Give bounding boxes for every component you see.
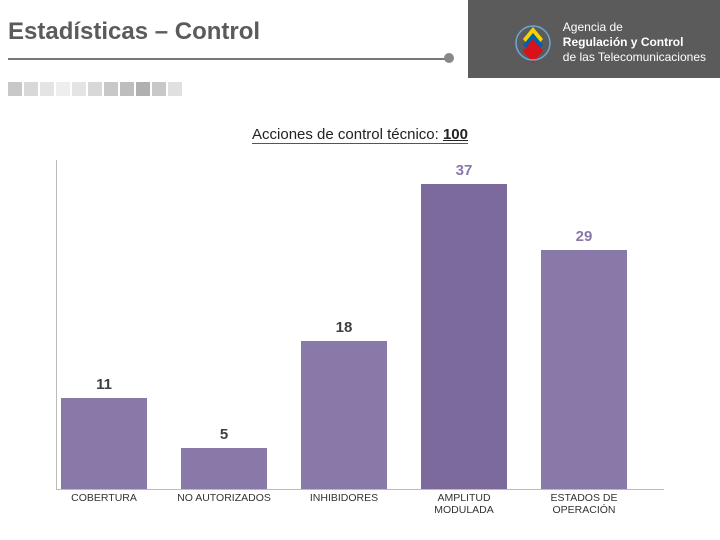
bar-value-label: 37 [421, 162, 507, 179]
bar-fill [541, 250, 627, 489]
logo-text: Agencia de Regulación y Control de las T… [563, 20, 706, 65]
bar-fill [181, 448, 267, 489]
x-axis-label: COBERTURA [46, 492, 162, 504]
title-rule-dot [444, 53, 454, 63]
bar-value-label: 11 [61, 376, 147, 393]
decor-square [40, 82, 54, 96]
bar-fill [301, 341, 387, 490]
logo-mark-icon [513, 21, 553, 65]
bar: 11 [61, 398, 147, 489]
page-title: Estadísticas – Control [8, 18, 260, 46]
plot-area: 115183729 [57, 160, 664, 489]
title-rule [8, 58, 446, 60]
bar-value-label: 5 [181, 426, 267, 443]
subtitle-value: 100 [443, 126, 468, 143]
decor-square [136, 82, 150, 96]
decor-square [24, 82, 38, 96]
decor-square [152, 82, 166, 96]
x-axis-label: NO AUTORIZADOS [166, 492, 282, 504]
decor-square [88, 82, 102, 96]
decor-square [72, 82, 86, 96]
agency-logo: Agencia de Regulación y Control de las T… [513, 20, 706, 65]
decor-squares [8, 82, 182, 96]
x-axis-label: AMPLITUDMODULADA [406, 492, 522, 516]
subtitle-prefix: Acciones de control técnico: [252, 126, 443, 143]
bar: 18 [301, 341, 387, 490]
bar: 37 [421, 184, 507, 489]
logo-line1: Agencia de [563, 20, 706, 35]
bar-fill [421, 184, 507, 489]
logo-line2: Regulación y Control [563, 35, 706, 50]
bar-chart: 115183729 COBERTURANO AUTORIZADOSINHIBID… [56, 160, 664, 490]
decor-square [168, 82, 182, 96]
bar: 29 [541, 250, 627, 489]
x-axis-label: ESTADOS DEOPERACIÓN [526, 492, 642, 516]
decor-square [120, 82, 134, 96]
bar-fill [61, 398, 147, 489]
decor-square [56, 82, 70, 96]
subtitle: Acciones de control técnico: 100 [0, 126, 720, 143]
decor-square [104, 82, 118, 96]
x-axis-label: INHIBIDORES [286, 492, 402, 504]
bar: 5 [181, 448, 267, 489]
bar-value-label: 18 [301, 319, 387, 336]
logo-line3: de las Telecomunicaciones [563, 50, 706, 65]
decor-square [8, 82, 22, 96]
bar-value-label: 29 [541, 228, 627, 245]
slide-header: Estadísticas – Control Agencia de Regula… [0, 0, 720, 90]
